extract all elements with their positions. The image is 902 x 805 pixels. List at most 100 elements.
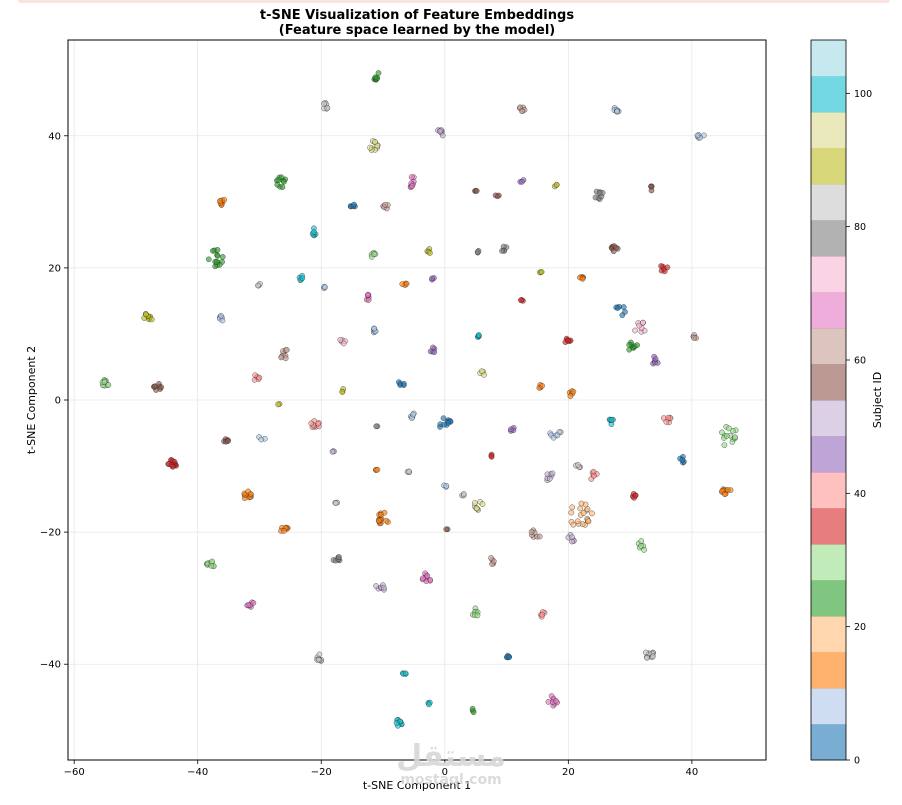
colorbar-segment [811,580,846,617]
scatter-point [614,108,620,115]
y-tick-label: 0 [55,396,61,407]
scatter-point [214,253,221,259]
x-tick-label: −20 [311,767,332,778]
colorbar-segment [811,652,846,689]
scatter-point [214,247,221,253]
grid-lines [68,40,766,760]
colorbar-tick-label: 100 [854,89,872,100]
scatter-point [208,562,214,569]
scatter-point [367,144,373,151]
scatter-point [724,433,730,439]
y-tick-label: 20 [48,263,61,274]
colorbar-segment [811,688,846,725]
scatter-point [608,417,615,423]
watermark-latin: mostaql.com [400,772,501,788]
scatter-point [544,471,551,478]
scatter-point [539,611,545,618]
scatter-point [311,229,317,235]
colorbar-tick-label: 0 [854,756,860,767]
scatter-point [519,179,525,185]
scatter-point [340,340,347,347]
scatter-point [431,349,438,355]
scatter-point [308,420,315,427]
scatter-point [721,442,728,448]
scatter-point [375,70,382,76]
colorbar-segment [811,220,846,257]
scatter-point [337,337,344,343]
scatter-point [258,436,265,443]
scatter-point [636,322,642,329]
scatter-point [730,428,736,434]
scatter-point [210,248,216,254]
scatter-point [339,389,346,395]
scatter-point [461,491,467,497]
scatter-point [332,500,339,506]
x-axis-ticks: −60 −40 −20 0 20 40 [64,760,699,778]
scatter-point [409,183,415,189]
scatter-point [365,297,372,303]
scatter-point [479,501,486,507]
colorbar-segment [811,508,846,545]
y-tick-label: 40 [48,131,61,142]
scatter-point [245,602,252,608]
scatter-point [284,347,290,353]
scatter-point [169,464,176,470]
scatter-point [365,291,371,298]
scatter-point [329,448,336,455]
scatter-point [219,254,226,260]
x-tick-label: −60 [64,767,85,778]
scatter-point [488,555,494,561]
colorbar-segment [811,40,846,77]
scatter-point [585,518,592,525]
scatter-point [506,654,512,660]
scatter-point [579,276,586,282]
scatter-point [632,492,639,499]
colorbar-segment [811,76,846,113]
scatter-point [324,105,331,111]
x-axis-label: t-SNE Component 1 [363,779,471,792]
x-tick-label: −40 [187,767,208,778]
colorbar-segment [811,184,846,221]
scatter-point [255,282,261,289]
scatter-point [279,184,286,190]
scatter-point [278,354,284,361]
scatter-point [577,505,584,512]
scatter-points [99,70,739,729]
scatter-point [613,244,619,251]
scatter-point [373,423,379,430]
scatter-point [378,511,384,518]
colorbar-tick-label: 40 [854,489,866,500]
colorbar-segment [811,724,846,761]
scatter-point [274,181,281,188]
scatter-point [372,139,378,145]
scatter-point [488,453,495,459]
scatter-point [469,705,476,712]
scatter-point [638,538,645,544]
scatter-point [726,425,732,432]
scatter-point [152,383,158,389]
x-tick-label: 0 [442,767,448,778]
y-tick-label: −20 [40,528,61,539]
scatter-point [374,466,381,473]
scatter-point [591,473,597,479]
scatter-point [634,342,640,348]
scatter-point [439,132,446,139]
scatter-point [299,275,306,281]
scatter-point [570,388,577,395]
scatter-point [143,311,149,318]
colorbar-segment [811,472,846,509]
scatter-point [538,269,545,275]
scatter-point [158,384,164,390]
scatter-point [648,187,655,194]
scatter-point [351,201,357,208]
colorbar-tick-label: 20 [854,622,866,633]
colorbar-frame [810,39,847,761]
watermark-arabic: مستقل [396,739,506,774]
scatter-point [626,346,632,353]
colorbar-ticks: 0 20 40 60 80 100 [846,89,872,767]
scatter-point [567,393,574,399]
x-tick-label: 40 [686,767,699,778]
scatter-point [315,656,322,663]
scatter-point [371,325,378,332]
